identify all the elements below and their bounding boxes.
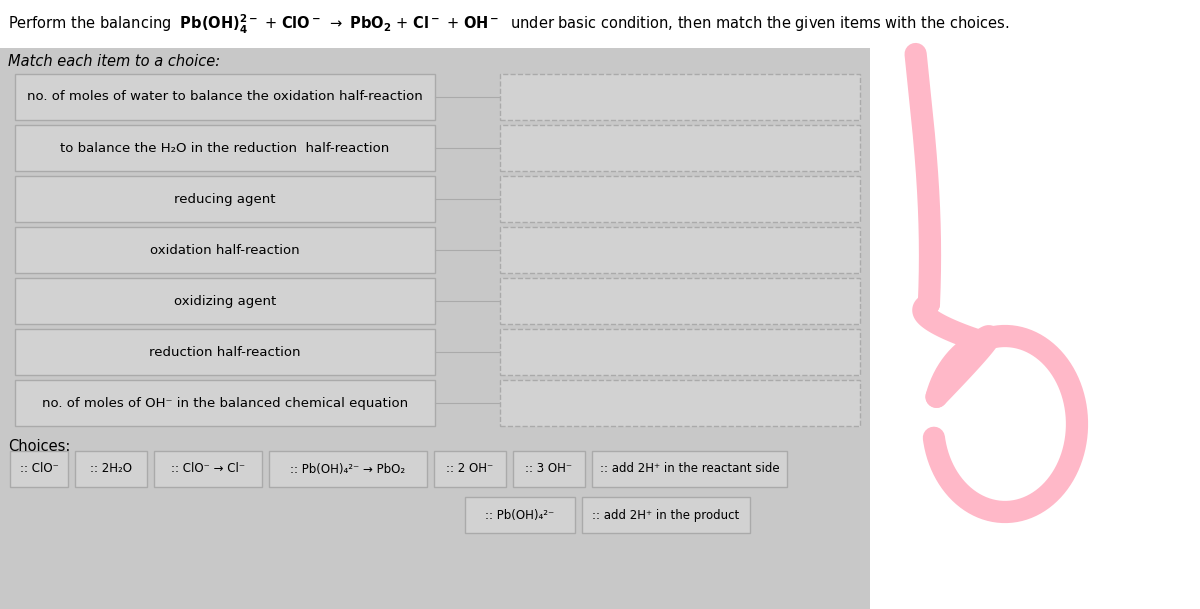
Text: no. of moles of water to balance the oxidation half-reaction: no. of moles of water to balance the oxi… — [28, 91, 422, 104]
Text: :: ClO⁻ → Cl⁻: :: ClO⁻ → Cl⁻ — [170, 462, 245, 476]
FancyBboxPatch shape — [14, 74, 436, 120]
Text: no. of moles of OH⁻ in the balanced chemical equation: no. of moles of OH⁻ in the balanced chem… — [42, 396, 408, 409]
FancyBboxPatch shape — [500, 278, 860, 324]
Text: :: 2H₂O: :: 2H₂O — [90, 462, 132, 476]
FancyBboxPatch shape — [154, 451, 262, 487]
Text: :: 2 OH⁻: :: 2 OH⁻ — [446, 462, 493, 476]
FancyBboxPatch shape — [14, 329, 436, 375]
FancyBboxPatch shape — [500, 227, 860, 273]
FancyBboxPatch shape — [592, 451, 787, 487]
FancyBboxPatch shape — [514, 451, 586, 487]
Text: Choices:: Choices: — [8, 439, 71, 454]
FancyBboxPatch shape — [500, 125, 860, 171]
FancyBboxPatch shape — [500, 380, 860, 426]
FancyBboxPatch shape — [582, 497, 750, 533]
Text: :: add 2H⁺ in the product: :: add 2H⁺ in the product — [593, 509, 739, 521]
Text: :: Pb(OH)₄²⁻ → PbO₂: :: Pb(OH)₄²⁻ → PbO₂ — [290, 462, 406, 476]
Text: :: ClO⁻: :: ClO⁻ — [19, 462, 59, 476]
FancyBboxPatch shape — [434, 451, 506, 487]
Text: :: Pb(OH)₄²⁻: :: Pb(OH)₄²⁻ — [485, 509, 554, 521]
Text: reducing agent: reducing agent — [174, 192, 276, 205]
FancyBboxPatch shape — [500, 74, 860, 120]
Text: Perform the balancing  $\mathbf{Pb(OH)_4^{2-}}$ + $\mathbf{ClO^-}$ $\rightarrow$: Perform the balancing $\mathbf{Pb(OH)_4^… — [8, 12, 1009, 35]
Text: oxidizing agent: oxidizing agent — [174, 295, 276, 308]
FancyBboxPatch shape — [500, 329, 860, 375]
FancyBboxPatch shape — [74, 451, 148, 487]
FancyBboxPatch shape — [870, 0, 1200, 609]
FancyBboxPatch shape — [500, 176, 860, 222]
Text: oxidation half-reaction: oxidation half-reaction — [150, 244, 300, 256]
Text: to balance the H₂O in the reduction  half-reaction: to balance the H₂O in the reduction half… — [60, 141, 390, 155]
Text: reduction half-reaction: reduction half-reaction — [149, 345, 301, 359]
FancyBboxPatch shape — [269, 451, 427, 487]
FancyBboxPatch shape — [14, 227, 436, 273]
Text: :: add 2H⁺ in the reactant side: :: add 2H⁺ in the reactant side — [600, 462, 779, 476]
FancyBboxPatch shape — [14, 278, 436, 324]
FancyBboxPatch shape — [14, 176, 436, 222]
FancyBboxPatch shape — [14, 380, 436, 426]
FancyBboxPatch shape — [14, 125, 436, 171]
Text: :: 3 OH⁻: :: 3 OH⁻ — [526, 462, 572, 476]
FancyBboxPatch shape — [10, 451, 68, 487]
FancyBboxPatch shape — [0, 0, 1200, 48]
FancyBboxPatch shape — [466, 497, 575, 533]
Text: Match each item to a choice:: Match each item to a choice: — [8, 54, 220, 69]
